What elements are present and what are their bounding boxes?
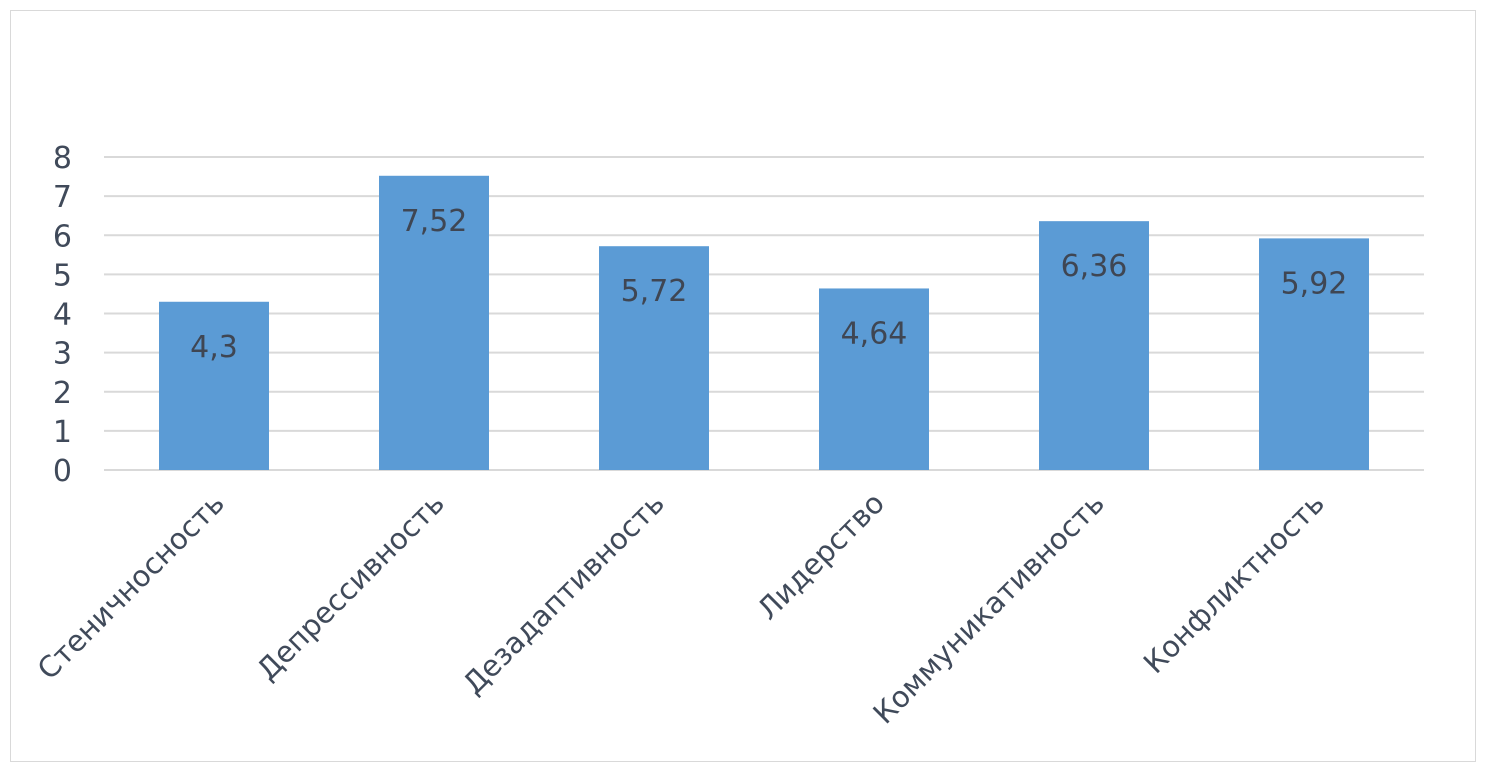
data-label: 4,3 [190,330,238,365]
y-tick-label: 4 [53,298,72,333]
data-label: 5,72 [621,274,688,309]
category-label: Лидерство [750,486,890,626]
category-labels: Стеничносность Депрессивность Дезадаптивно… [31,486,1331,731]
bars [159,175,1369,470]
bar [1259,238,1369,470]
y-tick-label: 2 [53,376,72,411]
data-label: 7,52 [401,204,468,239]
data-label: 4,64 [841,316,908,351]
y-tick-label: 3 [53,337,72,372]
bar [819,288,929,470]
data-labels: 4,3 7,52 5,72 4,64 6,36 5,92 [190,204,1347,365]
category-label: Конфликтность [1137,486,1331,680]
bar [159,301,269,470]
gridlines [104,156,1424,471]
y-tick-label: 5 [53,258,72,293]
y-tick-label: 8 [53,141,72,176]
y-axis-tick-labels: 0 1 2 3 4 5 6 7 8 [53,141,72,489]
data-label: 6,36 [1061,249,1128,284]
y-tick-label: 0 [53,454,72,489]
y-tick-label: 7 [53,180,72,215]
bar [379,175,489,470]
category-label: Коммуникативность [866,486,1111,731]
bar [599,246,709,470]
bar [1039,221,1149,470]
y-tick-label: 6 [53,219,72,254]
y-tick-label: 1 [53,415,72,450]
data-label: 5,92 [1281,266,1348,301]
category-label: Дезадаптивность [456,486,671,701]
category-label: Депрессивность [250,486,451,687]
category-label: Стеничносность [31,486,231,686]
